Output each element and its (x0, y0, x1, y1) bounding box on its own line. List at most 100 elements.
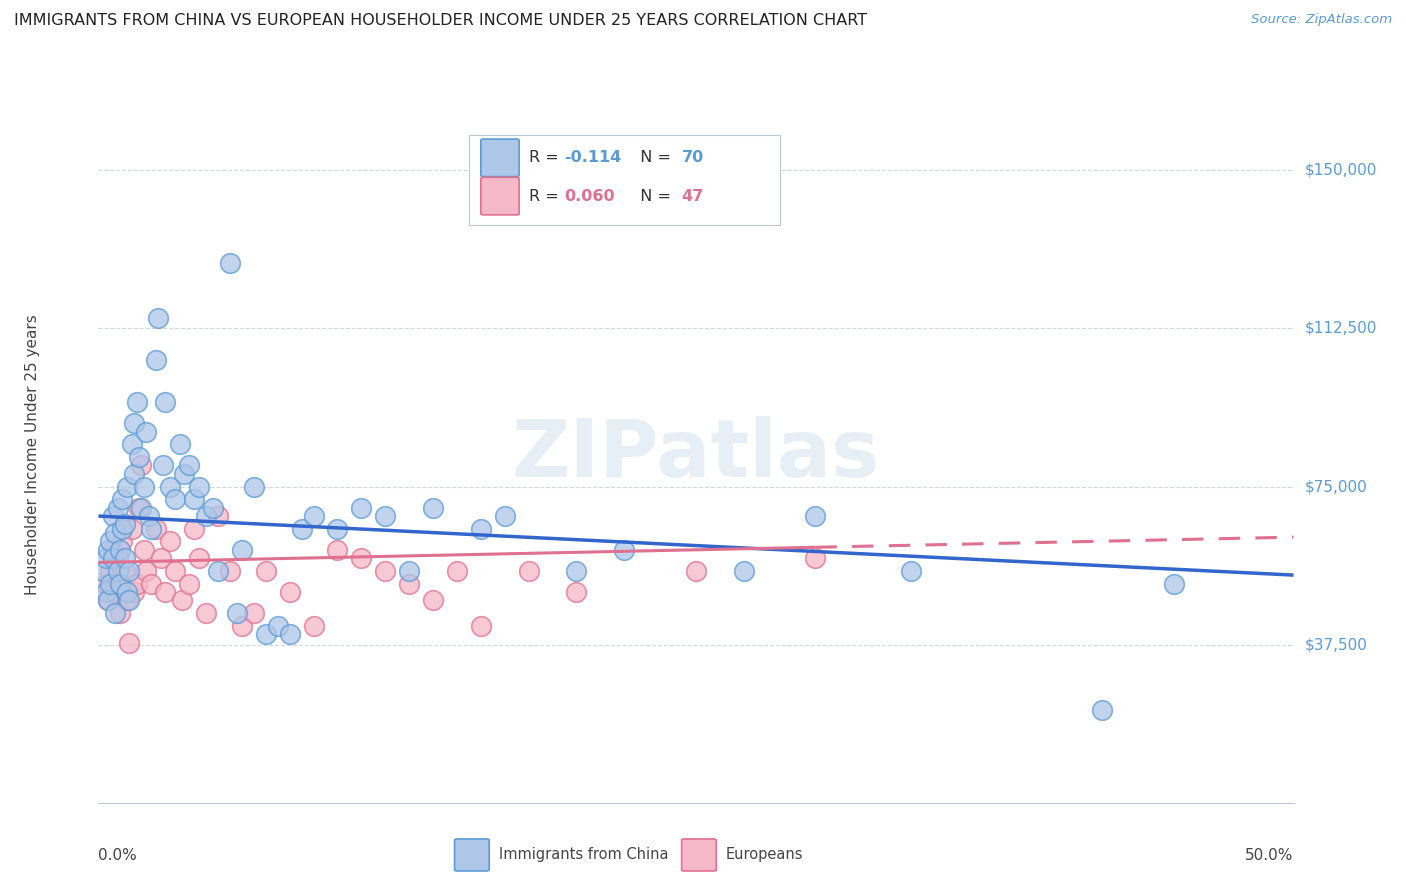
Point (115, 585, 138, 599)
Point (97, 542, 120, 557)
Point (278, 585, 301, 599)
Point (1163, 576, 1185, 591)
Text: R =: R = (529, 151, 564, 165)
Point (124, 417, 146, 431)
Point (231, 618, 253, 632)
Text: Source: ZipAtlas.com: Source: ZipAtlas.com (1251, 13, 1392, 27)
Point (121, 437, 143, 451)
Point (326, 522, 349, 536)
Point (148, 310, 170, 325)
Point (254, 564, 277, 578)
Text: 50.0%: 50.0% (1246, 848, 1294, 863)
Text: Householder Income Under 25 years: Householder Income Under 25 years (25, 315, 41, 595)
Point (107, 564, 129, 578)
Point (111, 534, 134, 549)
Point (179, 458, 201, 473)
FancyBboxPatch shape (481, 178, 519, 215)
Point (243, 479, 266, 493)
Point (132, 542, 155, 557)
Point (94, 576, 117, 591)
Point (326, 542, 349, 557)
Point (207, 564, 229, 578)
Point (104, 606, 127, 620)
Point (159, 534, 181, 549)
Point (98, 564, 122, 578)
Point (470, 522, 492, 536)
Point (107, 500, 129, 515)
Point (124, 585, 146, 599)
Point (517, 564, 540, 578)
Point (125, 576, 148, 591)
Text: R =: R = (529, 188, 564, 203)
Text: ZIPatlas: ZIPatlas (512, 416, 880, 494)
Text: 70: 70 (682, 151, 704, 165)
Point (172, 593, 194, 607)
Point (115, 479, 138, 493)
Text: N =: N = (630, 151, 676, 165)
Point (139, 576, 162, 591)
Text: 47: 47 (682, 188, 704, 203)
Point (104, 585, 127, 599)
Point (470, 618, 492, 632)
Point (98, 534, 122, 549)
Point (111, 522, 134, 536)
Point (108, 542, 131, 557)
Point (169, 437, 191, 451)
Point (804, 509, 827, 524)
FancyBboxPatch shape (470, 135, 779, 226)
Point (350, 500, 373, 515)
Point (125, 395, 148, 409)
Point (145, 353, 167, 368)
Point (254, 627, 277, 641)
Point (302, 618, 325, 632)
Text: $150,000: $150,000 (1305, 163, 1376, 178)
Point (163, 492, 186, 507)
Point (183, 522, 205, 536)
Point (139, 522, 162, 536)
Point (108, 606, 131, 620)
Text: Immigrants from China: Immigrants from China (499, 847, 668, 863)
Point (494, 509, 516, 524)
Point (194, 606, 217, 620)
Text: -0.114: -0.114 (565, 151, 621, 165)
Point (118, 593, 141, 607)
Point (135, 425, 157, 439)
Point (128, 500, 150, 515)
Point (108, 576, 131, 591)
Point (124, 467, 146, 481)
Point (1091, 703, 1114, 717)
Point (187, 551, 209, 566)
Point (173, 467, 195, 481)
Point (107, 551, 129, 566)
Point (219, 256, 242, 270)
Point (94, 551, 117, 566)
Point (114, 551, 136, 566)
Point (114, 517, 136, 532)
Point (118, 635, 141, 649)
Point (422, 593, 444, 607)
Point (155, 585, 177, 599)
Point (155, 395, 177, 409)
Point (163, 564, 186, 578)
Point (145, 522, 167, 536)
Point (226, 606, 249, 620)
Point (115, 593, 138, 607)
Point (685, 564, 707, 578)
Text: 0.0%: 0.0% (98, 848, 138, 863)
Text: IMMIGRANTS FROM CHINA VS EUROPEAN HOUSEHOLDER INCOME UNDER 25 YEARS CORRELATION : IMMIGRANTS FROM CHINA VS EUROPEAN HOUSEH… (14, 13, 868, 29)
Point (128, 450, 150, 464)
Text: 0.060: 0.060 (565, 188, 616, 203)
Point (231, 542, 253, 557)
Point (98, 576, 122, 591)
Point (565, 564, 588, 578)
Point (118, 564, 141, 578)
Point (131, 458, 153, 473)
Point (131, 500, 153, 515)
Point (121, 522, 143, 536)
Point (159, 479, 181, 493)
Point (398, 576, 420, 591)
Point (374, 564, 396, 578)
Text: N =: N = (630, 188, 676, 203)
Point (152, 458, 174, 473)
FancyBboxPatch shape (481, 139, 519, 177)
